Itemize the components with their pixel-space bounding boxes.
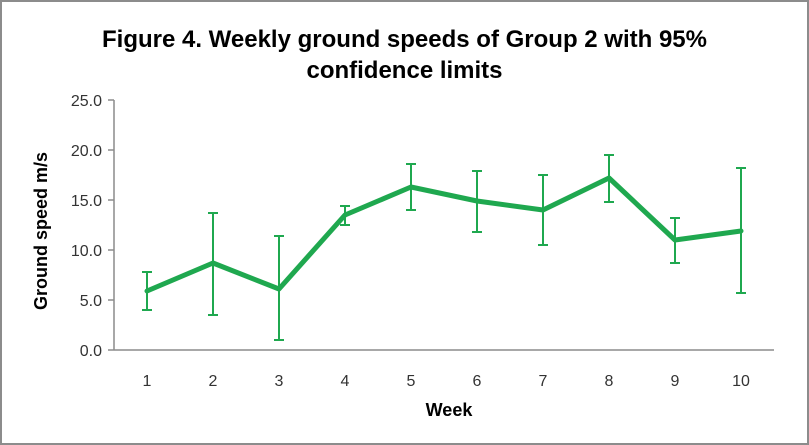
x-tick-label: 2 bbox=[209, 373, 218, 390]
chart-title-line-2: confidence limits bbox=[306, 57, 503, 84]
x-tick-label: 7 bbox=[539, 373, 548, 390]
y-tick-label: 20.0 bbox=[71, 143, 102, 160]
x-tick-label: 9 bbox=[671, 373, 680, 390]
y-tick-label: 10.0 bbox=[71, 243, 102, 260]
chart-title-line-1: Figure 4. Weekly ground speeds of Group … bbox=[101, 26, 707, 53]
x-axis: 1 2 3 4 5 6 7 8 9 10 bbox=[114, 349, 774, 390]
x-tick-label: 8 bbox=[605, 373, 614, 390]
x-tick-label: 1 bbox=[143, 373, 152, 390]
y-tick-label: 15.0 bbox=[71, 193, 102, 210]
x-tick-label: 4 bbox=[341, 373, 350, 390]
y-axis-title: Ground speed m/s bbox=[31, 152, 51, 310]
x-axis-title: Week bbox=[426, 400, 474, 420]
y-tick-label: 5.0 bbox=[80, 293, 102, 310]
x-tick-label: 10 bbox=[732, 373, 750, 390]
x-tick-label: 3 bbox=[275, 373, 284, 390]
y-axis: 0.0 5.0 10.0 15.0 20.0 25.0 bbox=[71, 93, 115, 360]
chart-title: Figure 4. Weekly ground speeds of Group … bbox=[2, 24, 807, 86]
y-tick-label: 0.0 bbox=[80, 343, 102, 360]
y-tick-label: 25.0 bbox=[71, 93, 102, 110]
x-tick-label: 5 bbox=[407, 373, 416, 390]
error-bars bbox=[142, 154, 746, 341]
series-line-group-2 bbox=[144, 175, 744, 294]
x-tick-label: 6 bbox=[473, 373, 482, 390]
